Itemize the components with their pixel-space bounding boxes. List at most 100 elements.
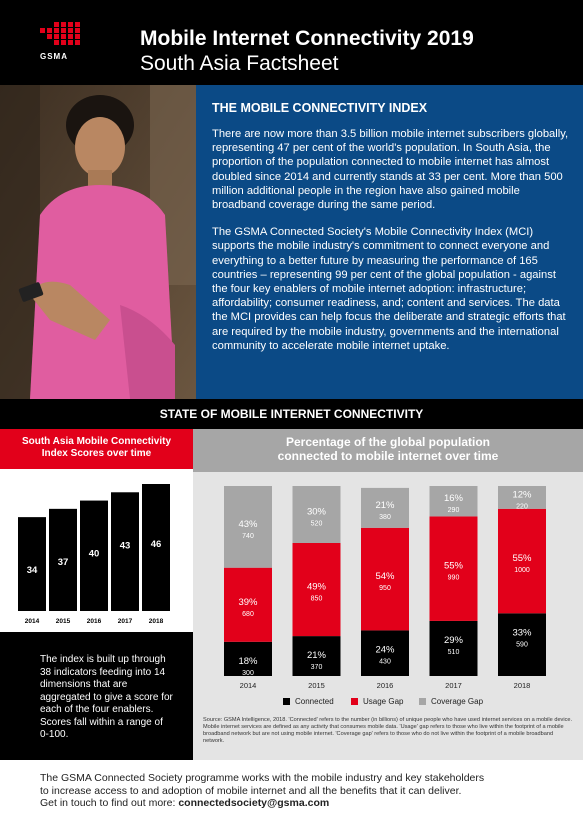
legend-swatch-usage-gap bbox=[351, 698, 358, 705]
legend-connected: Connected bbox=[283, 697, 334, 706]
logo-dot bbox=[75, 34, 80, 39]
bar-segment-connected bbox=[292, 636, 341, 676]
logo-text: GSMA bbox=[40, 52, 68, 61]
segment-percent-label: 24% bbox=[375, 644, 395, 655]
index-paragraph-2: The GSMA Connected Society's Mobile Conn… bbox=[212, 226, 566, 352]
index-bar-value: 40 bbox=[89, 549, 100, 560]
index-bar bbox=[142, 484, 170, 611]
logo-dot bbox=[68, 22, 73, 27]
index-bar-value: 37 bbox=[58, 557, 69, 568]
index-bar-value: 46 bbox=[151, 539, 162, 550]
segment-percent-label: 21% bbox=[307, 650, 327, 661]
logo-dot bbox=[61, 22, 66, 27]
segment-percent-label: 16% bbox=[444, 493, 464, 504]
global-year-label: 2017 bbox=[445, 681, 462, 690]
footer-contact-prefix: Get in touch to find out more: bbox=[40, 797, 179, 809]
segment-value-label: 220 bbox=[516, 503, 528, 510]
segment-value-label: 990 bbox=[448, 575, 460, 582]
segment-value-label: 1000 bbox=[514, 567, 530, 574]
bar-segment-usage-gap bbox=[292, 543, 341, 637]
global-population-chart-title: Percentage of the global population conn… bbox=[193, 435, 583, 463]
logo-dot bbox=[75, 28, 80, 33]
index-paragraph-1: There are now more than 3.5 billion mobi… bbox=[212, 128, 569, 212]
segment-percent-label: 55% bbox=[512, 553, 532, 564]
segment-value-label: 430 bbox=[379, 658, 391, 665]
woman-with-phone-photo bbox=[0, 85, 196, 399]
segment-value-label: 520 bbox=[311, 521, 323, 528]
logo-dot bbox=[61, 28, 66, 33]
index-scores-title-line-1: South Asia Mobile Connectivity bbox=[21, 436, 172, 447]
index-bar-value: 43 bbox=[120, 540, 131, 551]
bar-segment-usage-gap bbox=[361, 527, 409, 631]
legend-usage-gap: Usage Gap bbox=[351, 697, 403, 706]
index-section-title: THE MOBILE CONNECTIVITY INDEX bbox=[212, 101, 428, 115]
logo-dot bbox=[61, 40, 66, 45]
segment-percent-label: 21% bbox=[375, 500, 395, 511]
legend-swatch-connected bbox=[283, 698, 290, 705]
logo-dot bbox=[61, 34, 66, 39]
segment-percent-label: 49% bbox=[307, 582, 327, 593]
bar-segment-coverage-gap bbox=[224, 486, 272, 568]
bar-segment-connected bbox=[498, 613, 546, 676]
segment-percent-label: 29% bbox=[444, 635, 464, 646]
chart-source-note: Source: GSMA Intelligence, 2018. 'Connec… bbox=[203, 717, 573, 744]
logo-dot bbox=[54, 22, 59, 27]
footer-line-2: to increase access to and adoption of mo… bbox=[40, 784, 462, 797]
logo-dot bbox=[75, 40, 80, 45]
segment-value-label: 380 bbox=[379, 514, 391, 521]
logo-dot bbox=[68, 40, 73, 45]
index-bar bbox=[80, 500, 108, 611]
index-scores-chart-title: South Asia Mobile Connectivity Index Sco… bbox=[0, 429, 193, 469]
logo-dot bbox=[68, 28, 73, 33]
footer: The GSMA Connected Society programme wor… bbox=[0, 760, 583, 825]
segment-percent-label: 12% bbox=[512, 489, 532, 500]
bar-segment-coverage-gap bbox=[429, 486, 478, 517]
segment-value-label: 370 bbox=[311, 664, 323, 671]
legend-coverage-gap: Coverage Gap bbox=[419, 697, 483, 706]
bar-segment-coverage-gap bbox=[498, 486, 546, 509]
segment-value-label: 590 bbox=[516, 641, 528, 648]
footer-contact: Get in touch to find out more: connected… bbox=[40, 797, 583, 810]
logo-dot bbox=[47, 28, 52, 33]
index-scores-svg: 34 2014 37 2015 40 2016 43 2017 46 2018 bbox=[18, 484, 170, 625]
segment-value-label: 510 bbox=[448, 649, 460, 656]
photo-illustration bbox=[0, 85, 196, 399]
segment-percent-label: 43% bbox=[238, 519, 258, 530]
logo-dot bbox=[47, 34, 52, 39]
mobile-connectivity-index-panel: THE MOBILE CONNECTIVITY INDEX There are … bbox=[196, 85, 583, 399]
bar-segment-connected bbox=[361, 630, 409, 676]
contact-email-link[interactable]: connectedsociety@gsma.com bbox=[178, 797, 330, 809]
page-title: Mobile Internet Connectivity 2019 bbox=[140, 27, 474, 50]
legend-swatch-coverage-gap bbox=[419, 698, 426, 705]
index-year-label: 2014 bbox=[25, 618, 40, 625]
logo-dot bbox=[54, 28, 59, 33]
gsma-logo: GSMA bbox=[40, 22, 88, 62]
legend-label-usage-gap: Usage Gap bbox=[363, 697, 404, 706]
global-year-label: 2015 bbox=[308, 681, 325, 690]
segment-percent-label: 39% bbox=[238, 597, 258, 608]
legend-label-connected: Connected bbox=[295, 697, 334, 706]
segment-percent-label: 33% bbox=[512, 627, 532, 638]
segment-percent-label: 30% bbox=[307, 507, 327, 518]
global-title-line-2: connected to mobile internet over time bbox=[277, 449, 499, 463]
bar-segment-coverage-gap bbox=[292, 486, 341, 543]
global-year-label: 2016 bbox=[377, 681, 394, 690]
logo-dot bbox=[54, 34, 59, 39]
segment-value-label: 300 bbox=[242, 670, 254, 677]
index-bar bbox=[18, 517, 46, 611]
global-year-label: 2018 bbox=[514, 681, 531, 690]
segment-percent-label: 55% bbox=[444, 561, 464, 572]
segment-percent-label: 54% bbox=[375, 571, 395, 582]
index-year-label: 2017 bbox=[118, 618, 133, 625]
index-bar-value: 34 bbox=[27, 565, 38, 576]
global-population-svg: 18% 300 39% 680 43% 740 2014 21% 370 49% 850 30% 520… bbox=[193, 429, 583, 690]
index-year-label: 2015 bbox=[56, 618, 71, 625]
bar-segment-usage-gap bbox=[224, 567, 272, 642]
global-year-label: 2014 bbox=[240, 681, 257, 690]
segment-value-label: 290 bbox=[448, 507, 460, 514]
logo-dot bbox=[68, 34, 73, 39]
header-banner: GSMA Mobile Internet Connectivity 2019 S… bbox=[0, 0, 583, 85]
index-scores-chart: 34 2014 37 2015 40 2016 43 2017 46 2018 bbox=[0, 469, 193, 632]
global-title-line-1: Percentage of the global population bbox=[285, 435, 490, 449]
logo-dot bbox=[54, 40, 59, 45]
